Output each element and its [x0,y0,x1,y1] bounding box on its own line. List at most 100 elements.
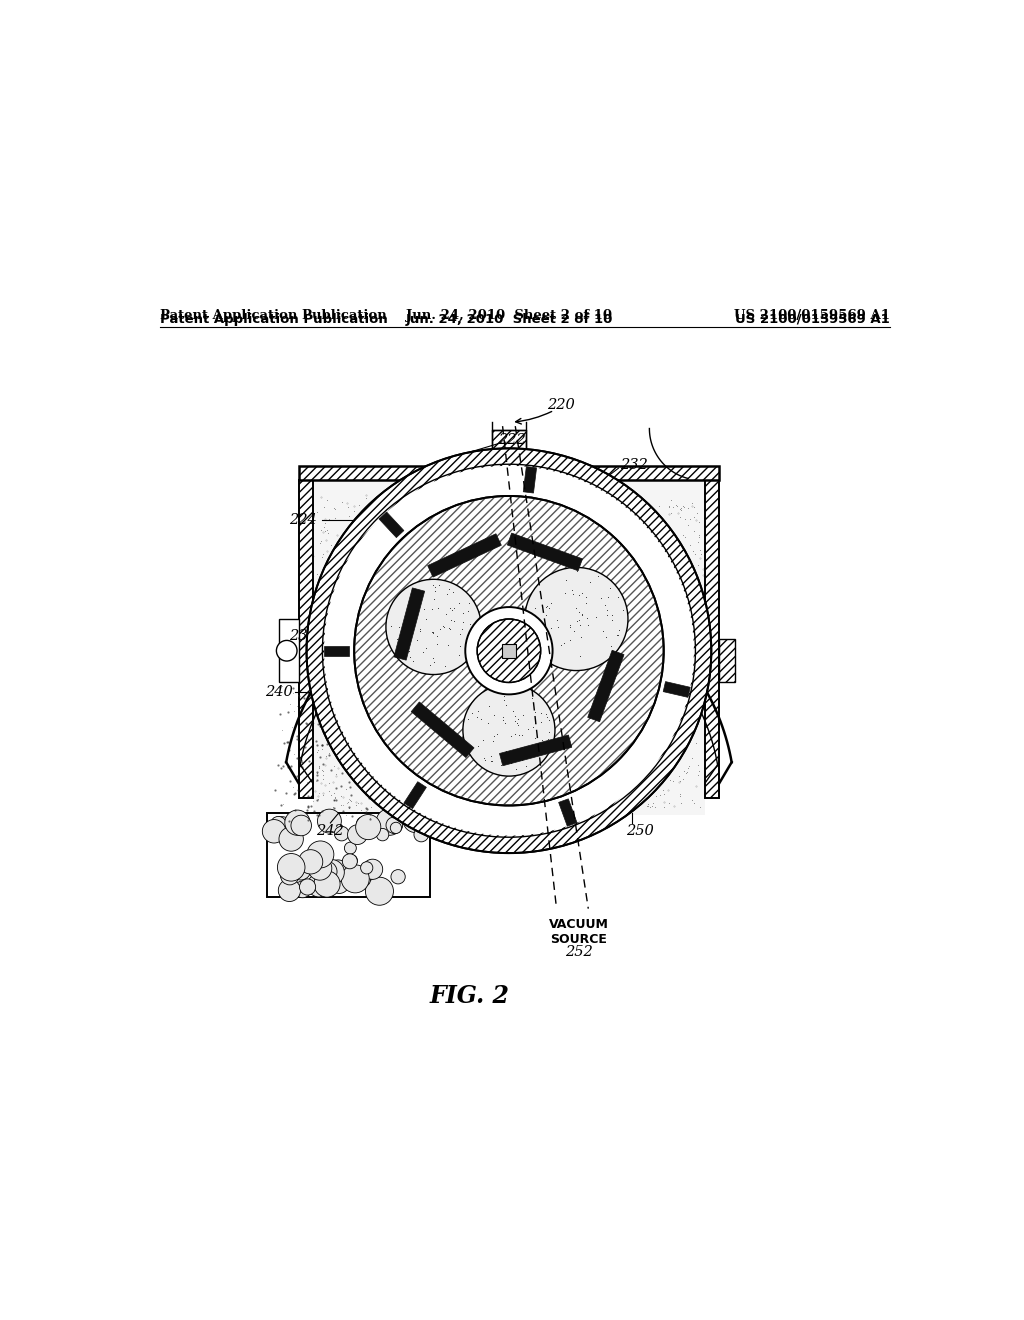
Text: Jun. 24, 2010  Sheet 2 of 10: Jun. 24, 2010 Sheet 2 of 10 [406,313,612,326]
Bar [428,533,502,577]
Bar [279,619,299,682]
Circle shape [262,820,286,843]
Circle shape [347,825,368,845]
Text: 230: 230 [489,451,517,466]
Circle shape [286,862,303,879]
Circle shape [318,859,344,886]
Circle shape [524,568,628,671]
Text: 244: 244 [522,824,550,838]
Text: US 2100/0159569 A1: US 2100/0159569 A1 [734,309,890,322]
Text: 330: 330 [424,824,452,838]
Bar [559,799,577,826]
Text: 232: 232 [664,626,691,639]
Circle shape [317,809,341,833]
Circle shape [356,874,370,888]
Text: 222: 222 [499,433,526,446]
Circle shape [291,816,311,836]
Circle shape [298,850,323,874]
Text: 224: 224 [289,512,316,527]
Text: Jun. 24, 2010  Sheet 2 of 10: Jun. 24, 2010 Sheet 2 of 10 [406,309,612,322]
Text: US 2100/0159569 A1: US 2100/0159569 A1 [735,313,890,326]
Circle shape [314,871,340,898]
Circle shape [285,810,310,836]
Circle shape [391,870,406,884]
Circle shape [342,854,357,869]
Circle shape [307,841,334,869]
Circle shape [306,449,712,853]
Text: 250: 250 [626,824,653,838]
Bar [267,813,430,896]
Text: 232: 232 [621,458,648,473]
Bar [705,480,719,797]
Bar [500,735,571,766]
Circle shape [330,874,349,894]
Bar [719,639,735,682]
Circle shape [386,817,402,833]
Circle shape [376,809,402,836]
Circle shape [341,865,370,892]
Circle shape [386,579,481,675]
Text: 230: 230 [403,814,431,829]
Text: 240: 240 [265,685,293,700]
Circle shape [279,826,303,851]
Circle shape [279,879,300,902]
Bar [324,645,349,656]
Circle shape [335,826,349,841]
Text: VACUUM
SOURCE: VACUUM SOURCE [549,919,608,946]
Bar [299,466,719,480]
Circle shape [354,496,664,805]
Circle shape [344,842,356,854]
Circle shape [355,814,381,840]
Circle shape [316,862,337,882]
Text: Patent Application Publication: Patent Application Publication [160,309,386,322]
Bar [313,480,705,814]
Circle shape [414,828,428,842]
Circle shape [463,684,555,776]
Text: 230: 230 [289,630,316,643]
Circle shape [278,854,305,882]
Bar [507,533,583,570]
Circle shape [346,855,357,866]
Text: 220: 220 [547,397,574,412]
Circle shape [366,878,393,906]
Circle shape [299,879,315,895]
Bar [394,587,425,660]
Text: 252: 252 [565,945,593,960]
Circle shape [307,874,331,898]
Text: 230: 230 [424,824,452,838]
Bar [523,466,537,494]
Bar [493,430,525,466]
Circle shape [358,874,371,886]
Circle shape [308,857,332,880]
Text: FIG. 2: FIG. 2 [429,983,509,1008]
Circle shape [291,859,311,880]
Bar [493,430,525,466]
Circle shape [402,808,428,833]
Bar [299,480,313,797]
Circle shape [390,822,401,833]
Circle shape [324,466,694,836]
Circle shape [465,607,553,694]
Bar [588,651,624,722]
Bar [664,681,690,697]
Circle shape [271,817,293,838]
Circle shape [377,829,389,841]
Circle shape [288,826,301,838]
Circle shape [359,816,379,836]
Bar [502,644,516,657]
Text: Patent Application Publication: Patent Application Publication [160,313,387,326]
Circle shape [327,859,349,882]
Text: 232: 232 [527,741,555,755]
Circle shape [360,862,373,874]
Bar [412,702,474,758]
Bar [379,512,403,537]
Circle shape [276,640,297,661]
Text: 230: 230 [662,566,689,579]
Circle shape [356,817,370,829]
Circle shape [294,880,311,898]
Circle shape [362,859,383,879]
Circle shape [270,816,286,832]
Text: 242: 242 [316,824,344,838]
Bar [403,781,426,809]
Circle shape [281,866,299,884]
